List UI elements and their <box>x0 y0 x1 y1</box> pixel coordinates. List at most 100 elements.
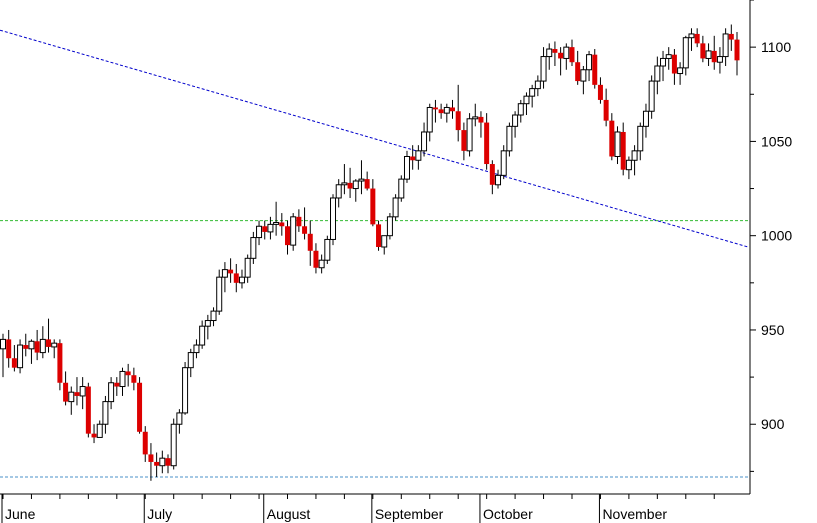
candle-body-up <box>290 216 297 246</box>
candle-body-down <box>142 431 148 455</box>
candle <box>6 329 12 368</box>
candle <box>199 320 206 349</box>
candle <box>438 103 444 119</box>
candle <box>450 99 456 119</box>
candle-body-down <box>91 433 97 438</box>
candle-body-up <box>631 150 638 161</box>
candle-body-up <box>705 50 712 59</box>
candle-body-down <box>125 371 131 376</box>
candle <box>592 49 598 89</box>
candle <box>523 92 530 116</box>
candle-body-up <box>398 178 405 199</box>
candle <box>238 269 245 289</box>
candle-body-up <box>517 103 524 116</box>
candle <box>216 269 223 315</box>
candle <box>478 111 484 138</box>
candle-body-up <box>421 131 428 152</box>
candle-body-up <box>267 223 274 233</box>
candle <box>415 145 422 170</box>
candle-body-up <box>614 131 621 157</box>
candle-body-up <box>79 386 86 397</box>
candle-body-up <box>546 48 553 58</box>
candle <box>586 50 593 82</box>
candle <box>137 377 143 434</box>
candle-body-down <box>85 386 91 434</box>
candle-body-down <box>558 52 564 59</box>
candle <box>665 47 672 70</box>
candle-body-up <box>335 184 342 199</box>
candle-body-up <box>256 225 263 239</box>
y-axis: 900 950 1000 1050 1100 <box>750 0 792 472</box>
candle-body-up <box>534 80 541 90</box>
candle-body-up <box>199 325 206 346</box>
candle-body-up <box>682 37 689 69</box>
candle <box>386 213 393 240</box>
candle <box>381 235 388 255</box>
plot-frame <box>0 0 751 495</box>
candle-body-up <box>102 401 109 425</box>
candle-body-down <box>609 120 615 157</box>
candle <box>563 43 570 70</box>
candle <box>119 367 126 396</box>
candle-body-up <box>586 54 593 71</box>
candle-body-down <box>296 216 302 227</box>
candle-body-up <box>250 237 257 259</box>
candle-body-up <box>540 56 547 82</box>
candle <box>74 377 80 406</box>
candle <box>705 43 712 66</box>
candle-body-down <box>671 54 677 74</box>
candle <box>671 49 677 85</box>
candle-body-up <box>221 269 228 278</box>
candle-body-up <box>506 125 513 152</box>
candle <box>484 113 490 170</box>
candle <box>96 420 103 438</box>
candle <box>677 62 684 85</box>
candle-body-down <box>63 382 69 402</box>
candle <box>620 122 626 176</box>
candle <box>558 47 564 76</box>
candle <box>324 235 331 264</box>
candle <box>410 145 416 170</box>
candle-body-up <box>392 197 399 218</box>
candle-body-down <box>700 43 706 59</box>
candle-body-down <box>603 99 609 121</box>
candle <box>154 452 160 478</box>
candle <box>204 314 211 340</box>
candle-body-down <box>6 339 12 359</box>
candle <box>392 194 399 221</box>
candle <box>290 213 297 251</box>
candle-body-down <box>376 224 382 247</box>
candle <box>580 65 587 95</box>
candle <box>734 32 740 76</box>
candle-body-down <box>165 458 171 466</box>
candle <box>609 113 615 161</box>
candle <box>421 122 428 157</box>
candle-body-down <box>432 107 438 110</box>
candle <box>335 179 342 208</box>
candle-body-up <box>318 259 325 269</box>
candle <box>500 145 507 180</box>
candle-body-up <box>677 67 684 75</box>
candle-body-up <box>563 46 570 59</box>
candle <box>250 231 257 264</box>
candle-body-up <box>187 352 194 369</box>
candle <box>426 103 433 142</box>
candle <box>637 122 644 161</box>
candle <box>91 424 97 444</box>
x-month-label: September <box>375 506 444 522</box>
candle-body-down <box>279 222 285 227</box>
candle-body-up <box>415 150 422 161</box>
candle <box>11 345 17 372</box>
candle <box>187 348 194 378</box>
candle <box>443 103 450 123</box>
candle <box>625 156 632 180</box>
candle <box>455 84 461 142</box>
candle <box>142 426 148 462</box>
candle <box>364 171 370 191</box>
candles <box>0 24 740 481</box>
candle <box>711 35 717 70</box>
candle <box>0 333 6 378</box>
candle <box>403 150 410 183</box>
candle-body-up <box>39 338 46 354</box>
candle <box>273 201 280 236</box>
